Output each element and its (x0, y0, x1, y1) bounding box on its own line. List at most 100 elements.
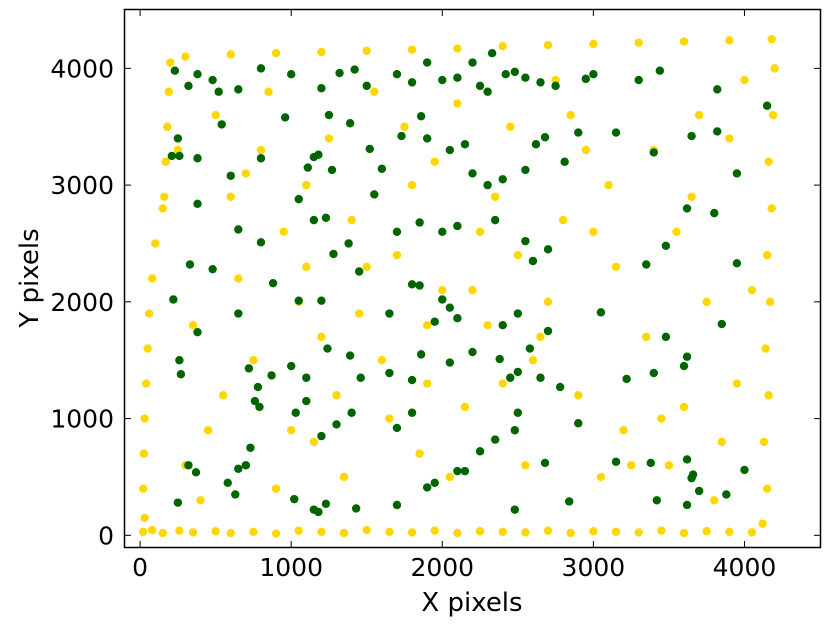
point-s1-72 (344, 239, 353, 248)
point-s1-106 (543, 326, 553, 336)
point-s1-138 (234, 464, 243, 473)
point-s1-37 (226, 171, 235, 180)
point-s1-123 (407, 375, 417, 385)
point-s1-28 (634, 75, 643, 85)
point-s1-33 (175, 151, 184, 161)
point-s0-144 (717, 437, 726, 447)
point-s0-28 (725, 527, 734, 537)
point-s1-133 (649, 368, 658, 378)
point-s0-21 (566, 528, 575, 538)
point-s1-148 (392, 423, 402, 433)
point-s1-151 (475, 447, 485, 456)
point-s1-157 (611, 457, 621, 466)
point-s0-81 (694, 110, 704, 120)
point-s1-48 (397, 131, 406, 141)
point-s0-72 (287, 426, 296, 435)
point-s1-67 (234, 225, 243, 234)
point-s0-74 (377, 356, 387, 365)
point-s0-93 (664, 461, 674, 470)
point-s1-173 (510, 505, 519, 514)
point-s0-17 (475, 527, 485, 536)
point-s0-119 (702, 297, 711, 307)
point-s1-71 (321, 213, 331, 222)
point-s0-90 (528, 356, 538, 365)
point-s1-49 (416, 112, 426, 121)
series-0 (138, 34, 779, 538)
point-s1-62 (649, 148, 658, 157)
point-s0-61 (151, 239, 160, 248)
point-s1-143 (291, 408, 300, 417)
point-s0-121 (271, 484, 281, 493)
point-s0-55 (166, 58, 175, 67)
point-s0-63 (144, 309, 154, 318)
point-s1-162 (173, 498, 183, 507)
point-s1-118 (302, 373, 311, 382)
point-s0-87 (392, 250, 402, 260)
point-s1-25 (551, 81, 560, 91)
point-s0-94 (710, 496, 719, 505)
point-s0-20 (543, 526, 553, 535)
point-s0-118 (657, 414, 666, 423)
point-s1-53 (468, 169, 477, 178)
point-s1-164 (290, 494, 299, 504)
point-s1-98 (415, 281, 424, 290)
point-s1-150 (460, 466, 470, 476)
point-s0-70 (196, 496, 205, 505)
point-s1-73 (370, 190, 379, 199)
point-s1-166 (314, 507, 323, 517)
point-s1-84 (682, 204, 692, 213)
point-s1-176 (682, 500, 692, 510)
point-s1-27 (589, 70, 598, 79)
point-s1-131 (555, 382, 565, 392)
point-s0-147 (241, 169, 251, 178)
point-s1-160 (694, 486, 704, 496)
point-s1-149 (407, 408, 417, 417)
point-s1-56 (521, 165, 530, 175)
point-s0-85 (302, 180, 311, 190)
point-s0-18 (498, 527, 507, 537)
point-s1-132 (622, 374, 631, 384)
point-s1-154 (513, 408, 523, 417)
point-s0-101 (460, 402, 470, 412)
point-s0-77 (513, 250, 523, 260)
point-s1-31 (762, 101, 772, 110)
point-s1-134 (679, 361, 689, 371)
point-s0-131 (725, 134, 734, 143)
y-axis-label: Y pixels (15, 228, 45, 328)
point-s0-84 (256, 145, 266, 155)
point-s1-58 (540, 133, 550, 142)
point-s1-22 (510, 67, 519, 77)
point-s0-83 (211, 110, 220, 120)
point-s1-179 (740, 465, 749, 475)
point-s1-70 (309, 215, 319, 225)
point-s1-10 (350, 65, 359, 74)
plot-frame (123, 8, 822, 549)
point-s0-126 (498, 379, 507, 388)
x-axis-label: X pixels (421, 588, 522, 618)
point-s1-140 (246, 443, 255, 452)
point-s1-129 (513, 367, 523, 377)
point-s0-37 (767, 204, 776, 213)
point-s1-12 (392, 70, 402, 79)
point-s1-66 (193, 199, 202, 208)
point-s0-122 (317, 332, 326, 342)
point-s0-62 (148, 274, 157, 283)
point-s0-10 (317, 527, 326, 537)
point-s1-153 (510, 426, 519, 435)
point-s0-49 (407, 45, 417, 54)
point-s0-25 (657, 526, 666, 535)
point-s0-114 (475, 227, 485, 236)
point-s0-89 (483, 321, 492, 330)
point-s1-13 (407, 78, 417, 87)
point-s1-0 (170, 66, 180, 75)
point-s1-68 (256, 238, 266, 247)
point-s1-76 (438, 227, 447, 236)
point-s0-148 (302, 262, 311, 272)
point-s1-26 (581, 74, 591, 84)
point-s1-168 (351, 504, 361, 513)
point-s1-117 (287, 361, 296, 371)
point-s1-144 (302, 396, 311, 406)
point-s0-91 (574, 391, 583, 400)
point-s0-53 (226, 50, 235, 59)
point-s0-116 (566, 110, 575, 120)
